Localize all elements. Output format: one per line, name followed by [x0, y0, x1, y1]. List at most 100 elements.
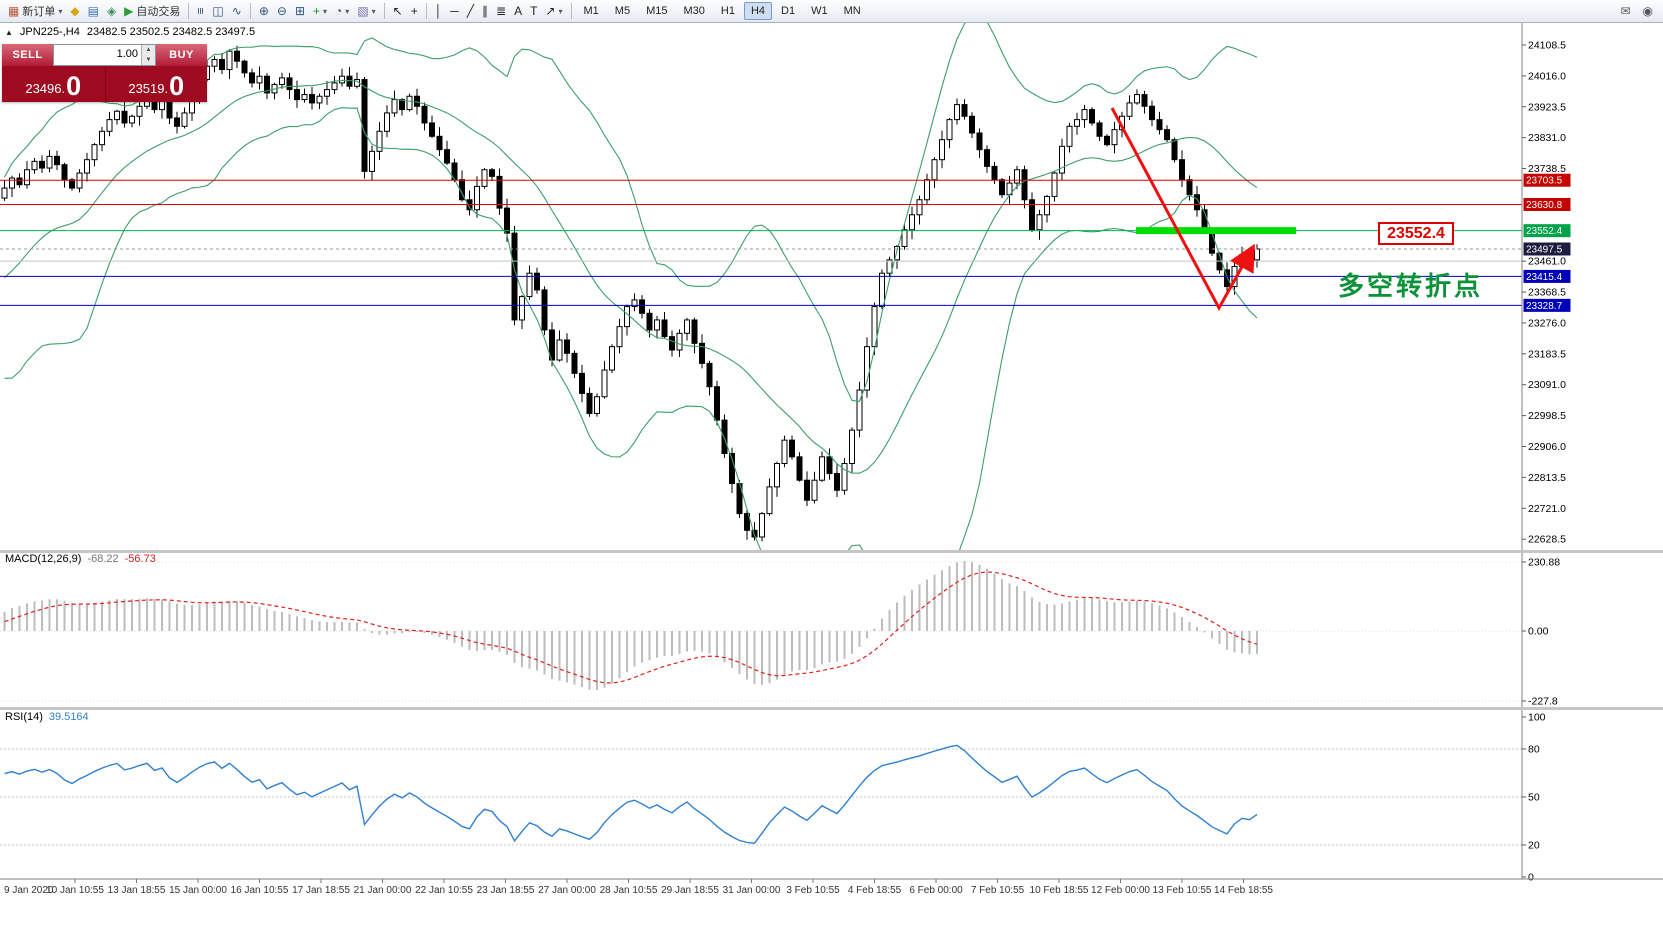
vertical-line-button[interactable]: │ — [431, 2, 447, 21]
toolbar-right-group: ✉ ◉ — [1616, 2, 1659, 21]
channel-icon: ∥ — [482, 4, 488, 18]
tile-windows-button[interactable]: ⊞ — [291, 2, 309, 21]
zoom-out-button[interactable]: ⊖ — [273, 2, 291, 21]
volume-down-icon[interactable]: ▼ — [142, 55, 155, 65]
macd-plot-layer — [0, 561, 1522, 702]
sell-button[interactable]: SELL — [2, 44, 53, 66]
candlestick-chart-icon: ◫ — [212, 4, 224, 18]
periods-icon: ◔ — [335, 4, 343, 18]
rsi-indicator-label: RSI(14) 39.5164 — [5, 711, 89, 723]
dropdown-caret-icon: ▾ — [323, 6, 328, 16]
svg-text:20: 20 — [1528, 840, 1540, 852]
ohlc-values: 23482.5 23502.5 23482.5 23497.5 — [86, 26, 256, 38]
macd-name: MACD(12,26,9) — [5, 553, 82, 565]
bar-chart-button[interactable]: ≡ — [193, 2, 208, 21]
dropdown-caret-icon: ▾ — [558, 6, 563, 16]
svg-text:23738.5: 23738.5 — [1528, 163, 1566, 175]
rsi-name: RSI(14) — [5, 711, 43, 723]
timeframe-m15-button[interactable]: M15 — [646, 5, 668, 17]
community-icon: ◉ — [1642, 4, 1653, 18]
svg-text:23831.0: 23831.0 — [1528, 132, 1566, 144]
arrows-button[interactable]: ↗ ▾ — [541, 2, 566, 21]
data-window-icon: ◈ — [106, 4, 117, 18]
svg-text:-227.8: -227.8 — [1528, 696, 1558, 708]
templates-button[interactable]: ▧ ▾ — [353, 2, 379, 21]
horizontal-line-icon: ─ — [450, 4, 459, 18]
chat-button[interactable]: ✉ — [1616, 2, 1634, 21]
text-button[interactable]: A — [510, 2, 526, 21]
timeframe-m1-button[interactable]: M1 — [583, 5, 599, 17]
horizontal-line-button[interactable]: ─ — [446, 2, 463, 21]
zoom-in-button[interactable]: ⊕ — [255, 2, 273, 21]
candlestick-chart-button[interactable]: ◫ — [208, 2, 227, 21]
volume-value[interactable]: 1.00 — [116, 48, 138, 60]
line-chart-button[interactable]: ∿ — [228, 2, 246, 21]
svg-text:17 Jan 18:55: 17 Jan 18:55 — [292, 885, 350, 896]
svg-text:28 Jan 10:55: 28 Jan 10:55 — [600, 885, 658, 896]
arrows-icon: ↗ — [545, 4, 556, 18]
cursor-icon: ↖ — [392, 4, 403, 18]
periods-button[interactable]: ◔ ▾ — [331, 2, 353, 21]
volume-stepper[interactable]: 1.00 ▲ ▼ — [53, 44, 156, 66]
fibonacci-button[interactable]: ≣ — [492, 2, 510, 21]
vertical-line-icon: │ — [434, 4, 443, 18]
main-plot-layer — [1, 23, 1260, 550]
svg-text:10 Jan 10:55: 10 Jan 10:55 — [46, 885, 104, 896]
timeframe-h4-button[interactable]: H4 — [743, 2, 772, 20]
chart-profiles-icon: ▤ — [87, 4, 99, 18]
sell-price[interactable]: 23496. 0 — [2, 66, 105, 102]
new-order-button-label: 新订单 — [22, 6, 56, 18]
data-window-button[interactable]: ◈ — [103, 2, 120, 21]
price-level-annotation[interactable]: 23552.4 — [1378, 222, 1454, 245]
timeframe-w1-button[interactable]: W1 — [811, 5, 828, 17]
svg-text:22 Jan 10:55: 22 Jan 10:55 — [415, 885, 473, 896]
indicators-button[interactable]: + ▾ — [309, 2, 331, 21]
toolbar: ▦ 新订单 ▾ ◆ ▤ ◈ ▶ 自动交易 ≡ ◫ ∿ ⊕ ⊖ ⊞ + ▾ ◔ ▾ ▧ ▾ ↖ + │ ─ ╱ ∥ ≣ A T ↗ ▾ M1 M5… — [0, 0, 1663, 23]
svg-text:31 Jan 00:00: 31 Jan 00:00 — [723, 885, 781, 896]
community-button[interactable]: ◉ — [1639, 2, 1657, 21]
macd-main-value: -68.22 — [87, 553, 119, 565]
macd-indicator-label: MACD(12,26,9) -68.22 -56.73 — [5, 553, 156, 565]
tile-windows-icon: ⊞ — [294, 4, 306, 18]
svg-text:15 Jan 00:00: 15 Jan 00:00 — [169, 885, 227, 896]
cursor-button[interactable]: ↖ — [389, 2, 407, 21]
timeframe-mn-button[interactable]: MN — [843, 5, 861, 17]
new-order-button[interactable]: ▦ 新订单 ▾ — [4, 2, 66, 21]
rsi-value: 39.5164 — [48, 711, 89, 723]
chart-profiles-button[interactable]: ▤ — [84, 2, 103, 21]
indicators-icon: + — [313, 4, 321, 18]
timeframe-m5-button[interactable]: M5 — [614, 5, 631, 17]
svg-text:23328.7: 23328.7 — [1526, 301, 1563, 312]
svg-text:80: 80 — [1528, 744, 1540, 756]
timeframe-m30-button[interactable]: M30 — [683, 5, 705, 17]
crosshair-button[interactable]: + — [407, 2, 422, 21]
volume-up-icon[interactable]: ▲ — [142, 45, 155, 55]
svg-text:12 Feb 00:00: 12 Feb 00:00 — [1091, 885, 1150, 896]
channel-button[interactable]: ∥ — [478, 2, 492, 21]
svg-text:22813.5: 22813.5 — [1528, 472, 1566, 484]
trendline-button[interactable]: ╱ — [463, 2, 478, 21]
turning-point-annotation: 多空转折点 — [1338, 271, 1484, 301]
svg-text:27 Jan 00:00: 27 Jan 00:00 — [538, 885, 596, 896]
volume-spin-buttons[interactable]: ▲ ▼ — [141, 45, 155, 65]
svg-text:23552.4: 23552.4 — [1526, 226, 1563, 237]
buy-button[interactable]: BUY — [156, 44, 207, 66]
svg-text:23 Jan 18:55: 23 Jan 18:55 — [477, 885, 535, 896]
text-icon: A — [514, 4, 523, 18]
sell-price-main: 23496. — [25, 80, 66, 96]
one-click-toggle-icon[interactable]: ▲ — [5, 27, 13, 37]
autotrading-button[interactable]: ▶ 自动交易 — [120, 2, 184, 21]
sell-price-big-digit: 0 — [66, 71, 82, 102]
timeframe-h1-button[interactable]: H1 — [720, 5, 735, 17]
metaeditor-button[interactable]: ◆ — [66, 2, 83, 21]
zoom-out-icon: ⊖ — [276, 4, 287, 18]
toolbar-separator — [383, 3, 385, 19]
svg-text:13 Jan 18:55: 13 Jan 18:55 — [108, 885, 166, 896]
price-chart-svg[interactable]: 23703.5 23630.8 23552.4 23415.4 23328.7 23497… — [0, 23, 1663, 945]
svg-text:29 Jan 18:55: 29 Jan 18:55 — [661, 885, 719, 896]
svg-text:24016.0: 24016.0 — [1528, 70, 1566, 82]
label-button[interactable]: T — [526, 2, 541, 21]
timeframe-d1-button[interactable]: D1 — [781, 5, 796, 17]
symbol-period-label: JPN225-,H4 — [19, 26, 80, 38]
buy-price[interactable]: 23519. 0 — [104, 66, 208, 102]
